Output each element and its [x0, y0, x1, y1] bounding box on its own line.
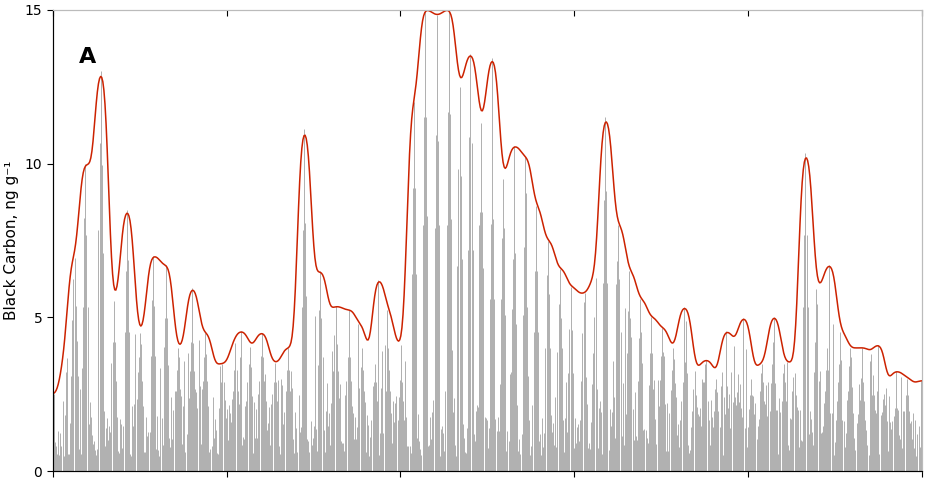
- Y-axis label: Black Carbon, ng g⁻¹: Black Carbon, ng g⁻¹: [4, 161, 19, 320]
- Text: A: A: [79, 46, 96, 67]
